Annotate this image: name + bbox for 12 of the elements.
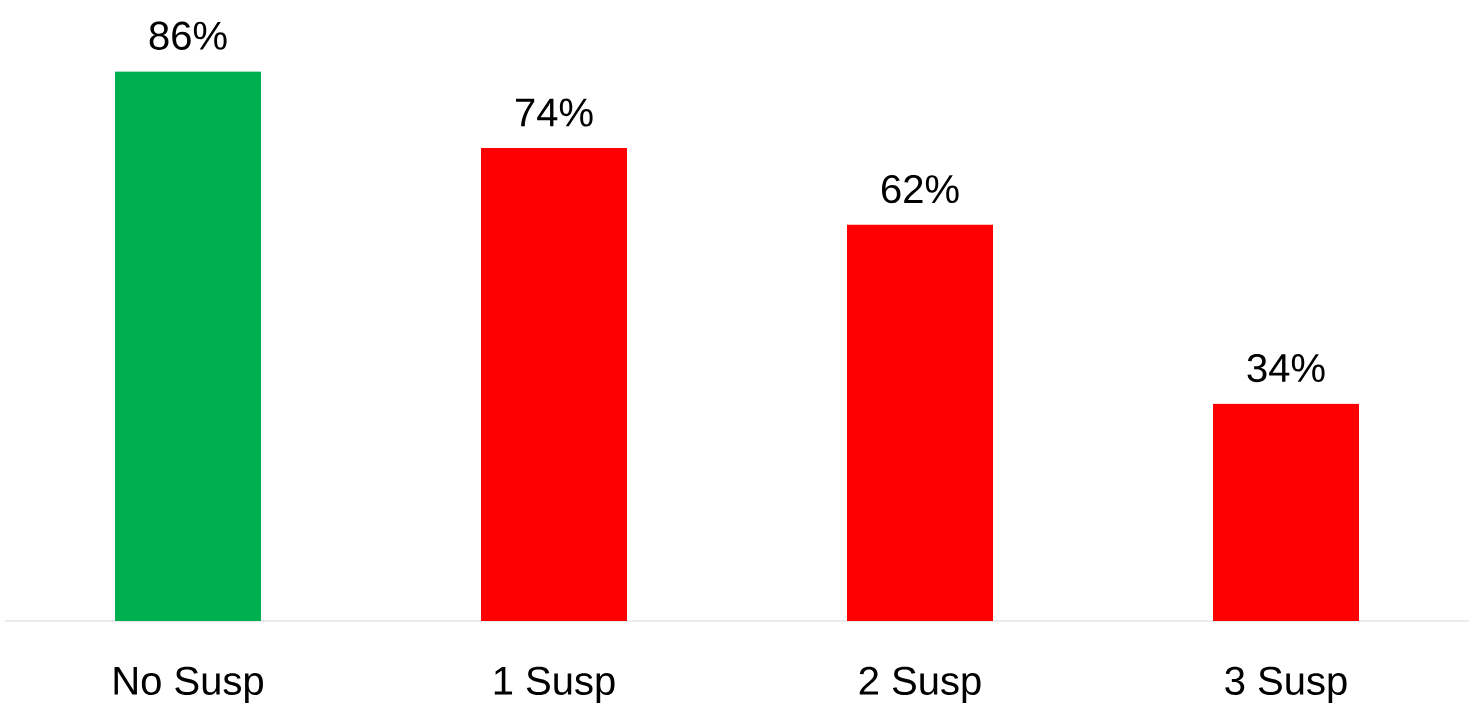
data-label: 34% [1247,353,1325,383]
bar [1213,403,1360,621]
bar [481,148,628,621]
bar [847,224,994,621]
data-label: 62% [882,174,959,204]
bar [115,71,262,621]
x-tick-label: 2 Susp [859,666,981,703]
x-tick-label: 3 Susp [1225,666,1347,703]
x-tick-label: No Susp [114,666,263,703]
x-tick-label: 1 Susp [494,666,615,703]
data-label: 74% [516,98,593,127]
data-label: 86% [149,21,227,50]
